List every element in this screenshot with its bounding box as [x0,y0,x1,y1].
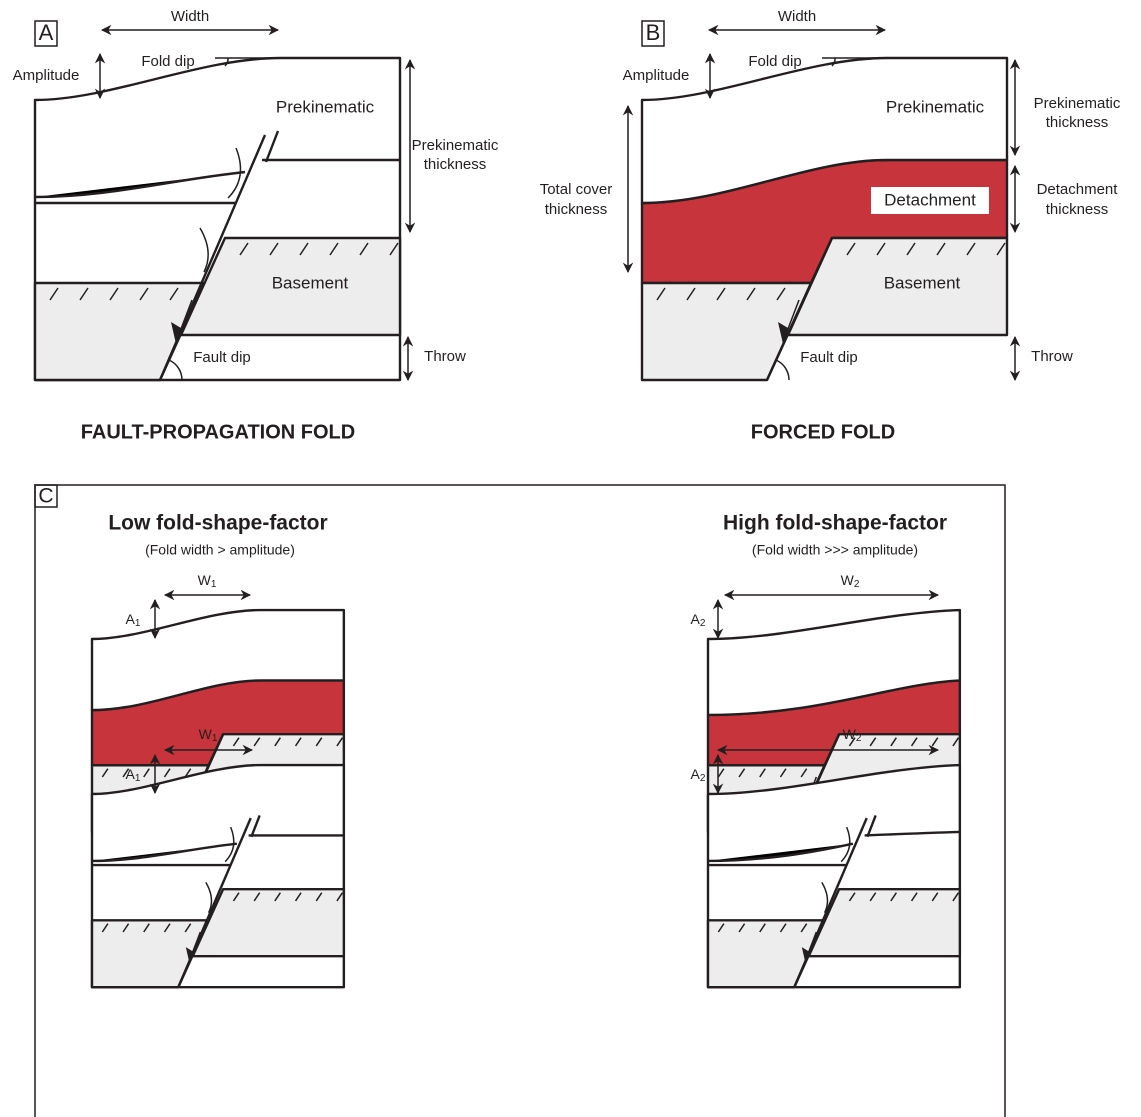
amplitude-label: A2 [691,766,706,784]
label-subscript: 2 [854,579,860,590]
label-main: W [841,572,855,588]
layer-label: Prekinematic [886,97,985,116]
thickness-label: Prekinematic [412,137,499,154]
width-label: W2 [841,572,860,590]
panel-letter: C [38,485,53,508]
panel-subtitle: (Fold width >>> amplitude) [752,542,918,558]
label-main: W [198,572,212,588]
detachment-thickness-label: Detachment [1037,181,1119,198]
figure: A Width Fold dip Amplitude Prekinematic … [0,0,1141,1117]
basement-label: Basement [272,273,349,292]
low-fault-propagation-model [92,765,344,987]
total-cover-label: thickness [545,201,608,218]
amplitude-label: Amplitude [623,67,690,84]
label-subscript: 2 [700,618,706,629]
panel-title: Low fold-shape-factor [108,512,327,535]
panel-title: High fold-shape-factor [723,512,947,535]
detachment-label: Detachment [884,190,976,209]
amplitude-label: A1 [126,611,141,629]
basement-label: Basement [884,273,961,292]
total-cover-label: Total cover [540,181,613,198]
panel-caption: FORCED FOLD [751,421,895,443]
label-main: W [843,726,857,742]
thickness-label: thickness [1046,114,1109,131]
thickness-label: Prekinematic [1034,95,1121,112]
label-subscript: 1 [212,733,218,744]
panel-letter: A [39,20,54,45]
width-label: Width [171,8,209,25]
throw-label: Throw [424,348,466,365]
throw-label: Throw [1031,348,1073,365]
fold-dip-label: Fold dip [141,53,194,70]
panel-subtitle: (Fold width > amplitude) [145,542,295,558]
detachment-thickness-label: thickness [1046,201,1109,218]
label-subscript: 2 [856,733,862,744]
fault-dip-label: Fault dip [800,349,858,366]
panel-caption: FAULT-PROPAGATION FOLD [81,421,355,443]
fold-dip-label: Fold dip [748,53,801,70]
amplitude-label: A2 [691,611,706,629]
label-subscript: 1 [135,773,141,784]
layer-label: Prekinematic [276,97,375,116]
label-subscript: 1 [135,618,141,629]
label-subscript: 2 [700,773,706,784]
fault-dip-arc [776,360,789,380]
amplitude-label: Amplitude [13,67,80,84]
label-main: W [199,726,213,742]
thickness-label: thickness [424,156,487,173]
panel-letter: B [646,20,661,45]
fault-dip-label: Fault dip [193,349,251,366]
high-fault-propagation-model [708,765,960,987]
width-label: Width [778,8,816,25]
width-label: W1 [198,572,217,590]
label-subscript: 1 [211,579,217,590]
